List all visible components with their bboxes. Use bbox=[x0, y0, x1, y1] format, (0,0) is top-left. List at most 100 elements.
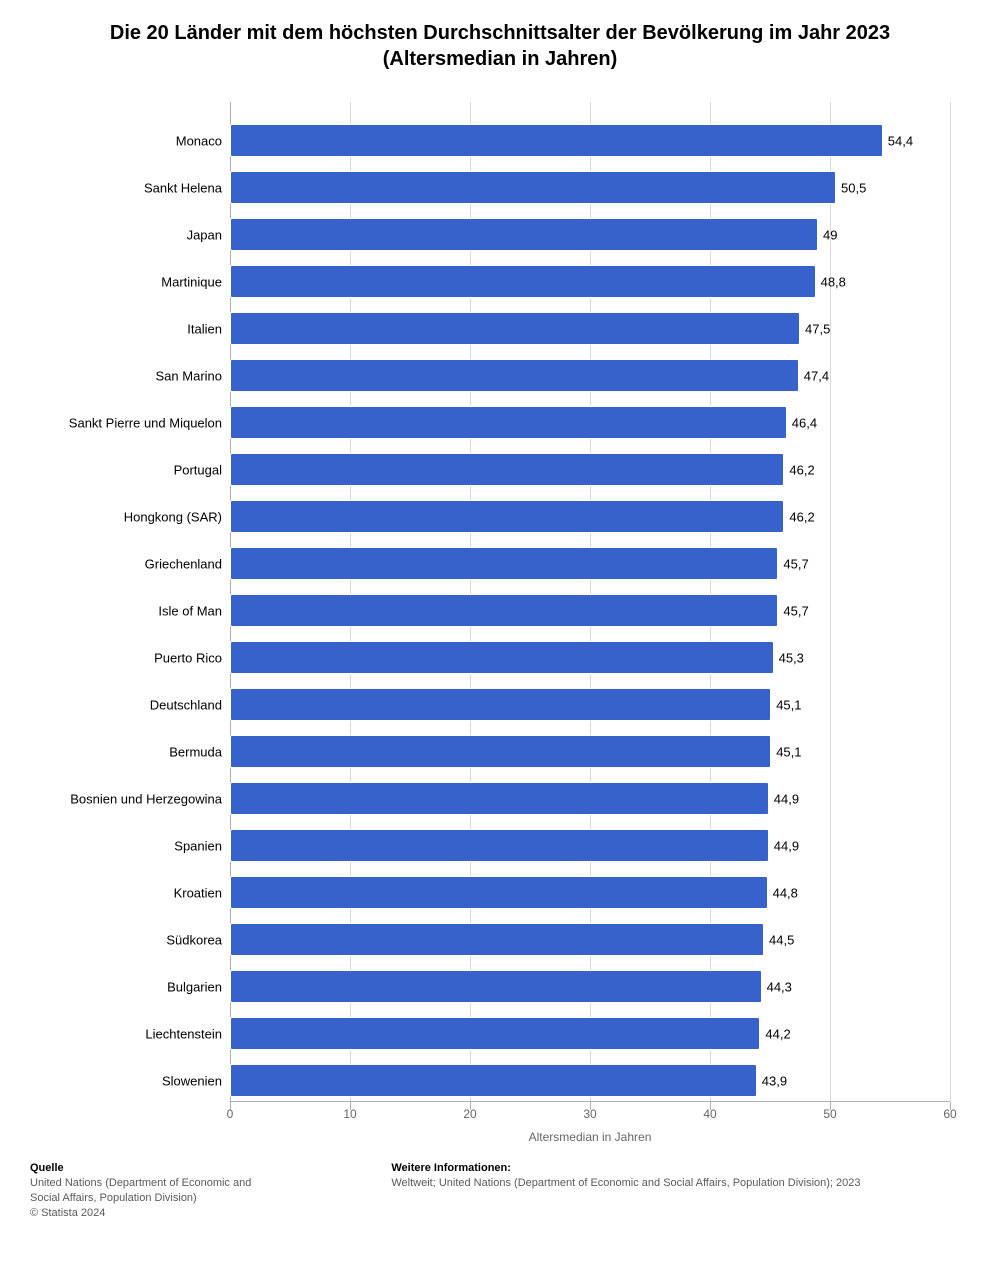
x-tick-label: 30 bbox=[583, 1107, 596, 1121]
bar-value-label: 44,5 bbox=[764, 932, 794, 947]
bar-value-label: 45,1 bbox=[771, 697, 801, 712]
info-heading: Weitere Informationen: bbox=[391, 1162, 860, 1174]
x-tick-label: 0 bbox=[227, 1107, 234, 1121]
x-axis-title: Altersmedian in Jahren bbox=[529, 1130, 652, 1144]
bar bbox=[230, 265, 816, 298]
bar bbox=[230, 970, 762, 1003]
bar-row: Bosnien und Herzegowina44,9 bbox=[230, 782, 950, 815]
bar-value-label: 47,5 bbox=[800, 321, 830, 336]
bar bbox=[230, 735, 771, 768]
bar-row: Kroatien44,8 bbox=[230, 876, 950, 909]
bar-row: Hongkong (SAR)46,2 bbox=[230, 500, 950, 533]
category-label: Hongkong (SAR) bbox=[124, 509, 230, 524]
chart-container: Die 20 Länder mit dem höchsten Durchschn… bbox=[0, 0, 1000, 1241]
category-label: Bermuda bbox=[169, 744, 230, 759]
source-line-2: Social Affairs, Population Division) bbox=[30, 1191, 251, 1206]
bar-row: Isle of Man45,7 bbox=[230, 594, 950, 627]
bar-value-label: 45,3 bbox=[774, 650, 804, 665]
bar-value-label: 44,3 bbox=[762, 979, 792, 994]
title-line-1: Die 20 Länder mit dem höchsten Durchschn… bbox=[110, 22, 890, 44]
bar-row: San Marino47,4 bbox=[230, 359, 950, 392]
x-tick-label: 20 bbox=[463, 1107, 476, 1121]
chart-area: Monaco54,4Sankt Helena50,5Japan49Martini… bbox=[230, 102, 950, 1152]
bar-row: Japan49 bbox=[230, 218, 950, 251]
x-tick-label: 50 bbox=[823, 1107, 836, 1121]
title-line-2: (Altersmedian in Jahren) bbox=[383, 48, 618, 70]
category-label: Südkorea bbox=[166, 932, 230, 947]
bar-row: Slowenien43,9 bbox=[230, 1064, 950, 1097]
footer: Quelle United Nations (Department of Eco… bbox=[20, 1162, 980, 1221]
bar-value-label: 44,9 bbox=[769, 791, 799, 806]
bar-row: Griechenland45,7 bbox=[230, 547, 950, 580]
category-label: Puerto Rico bbox=[154, 650, 230, 665]
bar-value-label: 45,7 bbox=[778, 603, 808, 618]
bar bbox=[230, 876, 768, 909]
x-tick-label: 60 bbox=[943, 1107, 956, 1121]
bar-row: Südkorea44,5 bbox=[230, 923, 950, 956]
bar bbox=[230, 829, 769, 862]
bar bbox=[230, 500, 784, 533]
copyright: © Statista 2024 bbox=[30, 1206, 251, 1221]
category-label: Slowenien bbox=[162, 1073, 230, 1088]
bar bbox=[230, 406, 787, 439]
source-line-1: United Nations (Department of Economic a… bbox=[30, 1176, 251, 1191]
category-label: Isle of Man bbox=[158, 603, 230, 618]
bar-row: Sankt Pierre und Miquelon46,4 bbox=[230, 406, 950, 439]
bar-value-label: 44,9 bbox=[769, 838, 799, 853]
footer-info: Weitere Informationen: Weltweit; United … bbox=[391, 1162, 860, 1221]
bar-value-label: 54,4 bbox=[883, 133, 913, 148]
bar bbox=[230, 124, 883, 157]
bar-row: Liechtenstein44,2 bbox=[230, 1017, 950, 1050]
category-label: Liechtenstein bbox=[145, 1026, 230, 1041]
category-label: Deutschland bbox=[150, 697, 230, 712]
bar bbox=[230, 688, 771, 721]
bar-value-label: 44,8 bbox=[768, 885, 798, 900]
category-label: Bosnien und Herzegowina bbox=[70, 791, 230, 806]
bar-value-label: 45,7 bbox=[778, 556, 808, 571]
category-label: Kroatien bbox=[174, 885, 230, 900]
bar-row: Bermuda45,1 bbox=[230, 735, 950, 768]
category-label: Martinique bbox=[161, 274, 230, 289]
source-heading: Quelle bbox=[30, 1162, 251, 1174]
bar-value-label: 46,4 bbox=[787, 415, 817, 430]
bar-row: Spanien44,9 bbox=[230, 829, 950, 862]
bar bbox=[230, 312, 800, 345]
category-label: Spanien bbox=[174, 838, 230, 853]
bar-row: Deutschland45,1 bbox=[230, 688, 950, 721]
bar-value-label: 49 bbox=[818, 227, 837, 242]
plot-region: Monaco54,4Sankt Helena50,5Japan49Martini… bbox=[230, 102, 950, 1102]
bar bbox=[230, 453, 784, 486]
bar-row: Martinique48,8 bbox=[230, 265, 950, 298]
chart-title: Die 20 Länder mit dem höchsten Durchschn… bbox=[50, 20, 950, 72]
bar-value-label: 48,8 bbox=[816, 274, 846, 289]
x-tick-label: 40 bbox=[703, 1107, 716, 1121]
bar-value-label: 46,2 bbox=[784, 462, 814, 477]
bar-row: Bulgarien44,3 bbox=[230, 970, 950, 1003]
bar bbox=[230, 782, 769, 815]
bar-value-label: 45,1 bbox=[771, 744, 801, 759]
category-label: San Marino bbox=[156, 368, 230, 383]
bar bbox=[230, 547, 778, 580]
category-label: Monaco bbox=[176, 133, 230, 148]
info-text: Weltweit; United Nations (Department of … bbox=[391, 1176, 860, 1191]
bar bbox=[230, 923, 764, 956]
bar bbox=[230, 218, 818, 251]
bar bbox=[230, 1017, 760, 1050]
bar-row: Portugal46,2 bbox=[230, 453, 950, 486]
bar-value-label: 47,4 bbox=[799, 368, 829, 383]
bar bbox=[230, 594, 778, 627]
category-label: Griechenland bbox=[145, 556, 230, 571]
bar bbox=[230, 1064, 757, 1097]
bar-value-label: 43,9 bbox=[757, 1073, 787, 1088]
bar bbox=[230, 171, 836, 204]
bar-value-label: 46,2 bbox=[784, 509, 814, 524]
bar bbox=[230, 641, 774, 674]
bar-row: Monaco54,4 bbox=[230, 124, 950, 157]
bar-value-label: 44,2 bbox=[760, 1026, 790, 1041]
category-label: Sankt Helena bbox=[144, 180, 230, 195]
x-tick-label: 10 bbox=[343, 1107, 356, 1121]
category-label: Japan bbox=[187, 227, 230, 242]
category-label: Italien bbox=[187, 321, 230, 336]
category-label: Sankt Pierre und Miquelon bbox=[69, 415, 230, 430]
gridline bbox=[950, 102, 951, 1101]
